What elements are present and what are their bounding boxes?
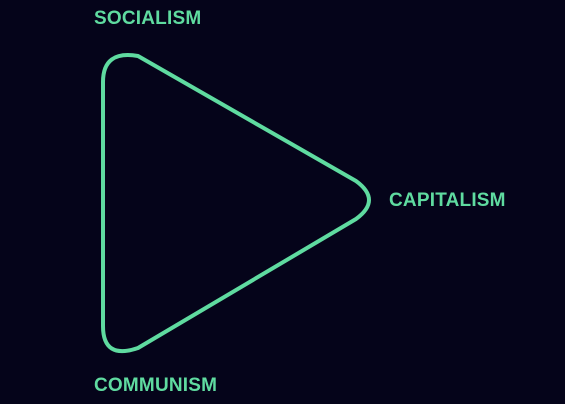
triangle-outline (101, 53, 371, 354)
vertex-label-top: SOCIALISM (94, 8, 202, 29)
vertex-label-bottom: COMMUNISM (94, 375, 218, 396)
vertex-label-right: CAPITALISM (389, 190, 506, 211)
